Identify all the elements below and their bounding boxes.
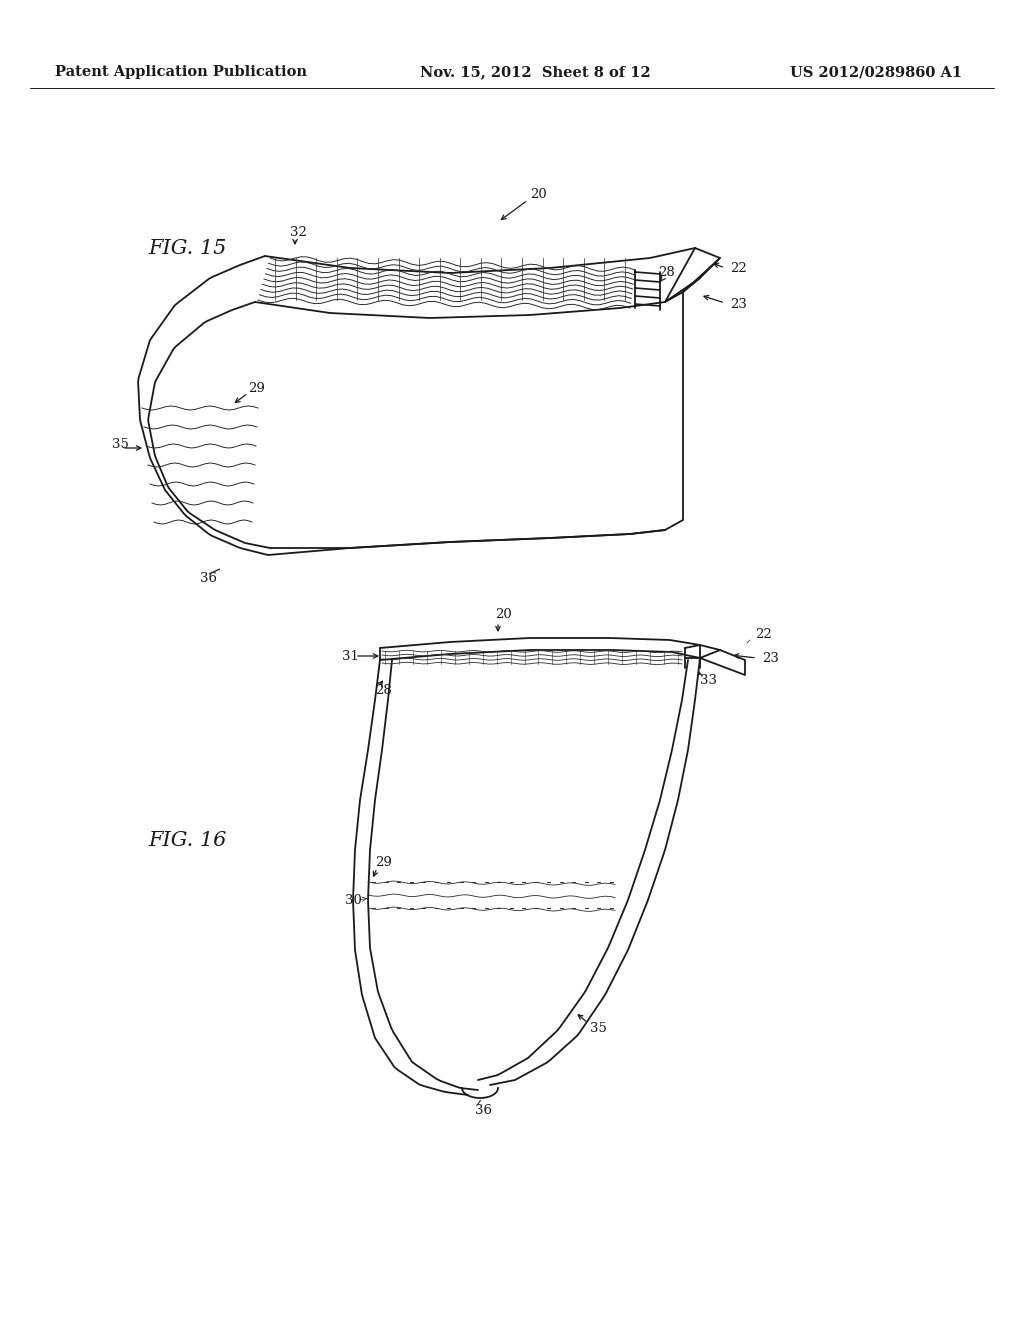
- Text: 35: 35: [112, 438, 129, 451]
- Text: Patent Application Publication: Patent Application Publication: [55, 65, 307, 79]
- Text: FIG. 16: FIG. 16: [148, 830, 226, 850]
- Text: FIG. 15: FIG. 15: [148, 239, 226, 257]
- Text: 29: 29: [375, 855, 392, 869]
- Text: 28: 28: [375, 684, 392, 697]
- Text: 32: 32: [290, 226, 307, 239]
- Text: 35: 35: [590, 1022, 607, 1035]
- Text: 20: 20: [495, 609, 512, 622]
- Text: 36: 36: [200, 572, 217, 585]
- Text: 22: 22: [755, 628, 772, 642]
- Text: 30: 30: [345, 894, 361, 907]
- Text: 23: 23: [730, 298, 746, 312]
- Text: 36: 36: [475, 1104, 492, 1117]
- Text: 33: 33: [700, 673, 717, 686]
- Text: 31: 31: [342, 649, 358, 663]
- Text: 22: 22: [730, 261, 746, 275]
- Text: 29: 29: [248, 381, 265, 395]
- Text: 28: 28: [658, 265, 675, 279]
- Text: 23: 23: [762, 652, 779, 664]
- Text: 20: 20: [530, 189, 547, 202]
- Text: Nov. 15, 2012  Sheet 8 of 12: Nov. 15, 2012 Sheet 8 of 12: [420, 65, 650, 79]
- Text: US 2012/0289860 A1: US 2012/0289860 A1: [790, 65, 963, 79]
